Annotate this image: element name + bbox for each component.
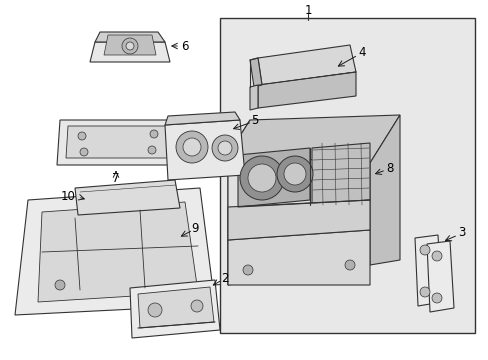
- Circle shape: [122, 38, 138, 54]
- Polygon shape: [414, 235, 441, 306]
- Circle shape: [78, 132, 86, 140]
- Circle shape: [276, 156, 312, 192]
- Polygon shape: [227, 230, 369, 285]
- Circle shape: [419, 245, 429, 255]
- Polygon shape: [369, 115, 399, 265]
- Polygon shape: [249, 58, 262, 87]
- Polygon shape: [138, 287, 214, 328]
- Circle shape: [345, 260, 354, 270]
- Text: 1: 1: [304, 4, 311, 17]
- Circle shape: [240, 156, 284, 200]
- Circle shape: [55, 280, 65, 290]
- Polygon shape: [227, 115, 399, 163]
- Circle shape: [150, 130, 158, 138]
- Polygon shape: [15, 188, 215, 315]
- Circle shape: [176, 131, 207, 163]
- Polygon shape: [258, 45, 355, 85]
- Polygon shape: [57, 120, 178, 165]
- Circle shape: [218, 141, 231, 155]
- Circle shape: [191, 300, 203, 312]
- Circle shape: [247, 164, 275, 192]
- Text: 10: 10: [61, 189, 75, 202]
- Text: 3: 3: [457, 225, 465, 239]
- Text: 5: 5: [251, 113, 258, 126]
- Polygon shape: [311, 143, 369, 205]
- Polygon shape: [95, 32, 164, 42]
- Circle shape: [212, 135, 238, 161]
- Polygon shape: [66, 126, 170, 158]
- Polygon shape: [249, 85, 258, 110]
- Text: 9: 9: [191, 221, 198, 234]
- Circle shape: [183, 138, 201, 156]
- Circle shape: [148, 303, 162, 317]
- Circle shape: [431, 293, 441, 303]
- Polygon shape: [238, 148, 309, 207]
- Polygon shape: [227, 120, 249, 285]
- Polygon shape: [164, 112, 240, 125]
- Polygon shape: [38, 202, 198, 302]
- Circle shape: [243, 265, 252, 275]
- Text: 6: 6: [181, 40, 188, 53]
- Polygon shape: [227, 200, 369, 240]
- Text: 2: 2: [221, 271, 228, 284]
- Polygon shape: [104, 35, 156, 55]
- Text: 4: 4: [358, 45, 365, 59]
- Polygon shape: [75, 180, 180, 215]
- Text: 8: 8: [386, 162, 393, 175]
- Circle shape: [419, 287, 429, 297]
- Polygon shape: [130, 280, 220, 338]
- Polygon shape: [227, 155, 369, 285]
- Polygon shape: [426, 241, 453, 312]
- Circle shape: [126, 42, 134, 50]
- Circle shape: [284, 163, 305, 185]
- Polygon shape: [90, 42, 170, 62]
- Circle shape: [148, 146, 156, 154]
- Polygon shape: [164, 120, 244, 180]
- Circle shape: [80, 148, 88, 156]
- Circle shape: [431, 251, 441, 261]
- Text: 7: 7: [112, 171, 120, 185]
- Bar: [220, 18, 474, 333]
- Polygon shape: [258, 72, 355, 108]
